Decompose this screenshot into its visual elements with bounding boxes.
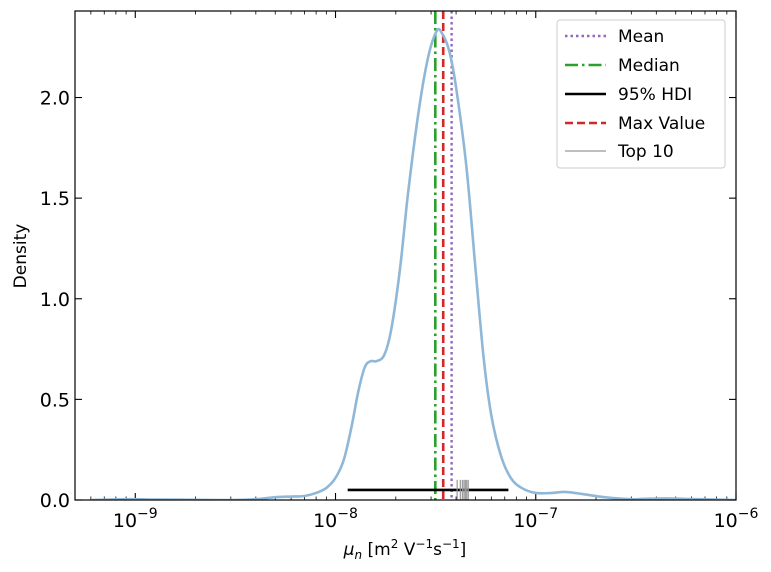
x-tick-label-3: 10−6 (714, 506, 759, 532)
legend-hdi-label: 95% HDI (618, 85, 692, 105)
plot-frame (74, 10, 737, 501)
y-tick-label-2: 1.0 (40, 289, 70, 311)
legend-median-label: Median (618, 56, 680, 76)
legend-max-value-label: Max Value (618, 114, 705, 134)
density-curve (90, 27, 736, 500)
x-tick-label-1: 10−8 (313, 506, 358, 532)
legend-box (556, 19, 726, 169)
y-tick-labels: 0.0 0.5 1.0 1.5 2.0 (40, 88, 70, 512)
y-tick-label-0: 0.0 (40, 490, 70, 512)
x-axis-label: μn [m2 V−1s−1] (343, 537, 467, 562)
x-tick-label-2: 10−7 (513, 506, 558, 532)
legend-top10-label: Top 10 (617, 142, 674, 162)
top10-lines (456, 479, 469, 500)
legend-mean-label: Mean (618, 27, 664, 47)
x-tick-label-0: 10−9 (113, 506, 158, 532)
x-tick-labels: 10−9 10−8 10−7 10−6 (113, 506, 759, 532)
legend: Mean Median 95% HDI Max Value Top 10 (556, 19, 726, 169)
y-axis-label: Density (11, 224, 31, 289)
y-tick-label-4: 2.0 (40, 88, 70, 110)
y-tick-label-3: 1.5 (40, 188, 70, 210)
y-tick-label-1: 0.5 (40, 389, 70, 411)
